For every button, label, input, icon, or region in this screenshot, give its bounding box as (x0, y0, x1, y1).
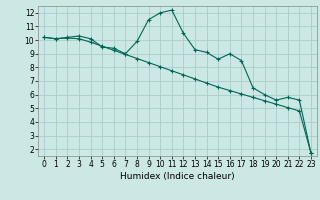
X-axis label: Humidex (Indice chaleur): Humidex (Indice chaleur) (120, 172, 235, 181)
